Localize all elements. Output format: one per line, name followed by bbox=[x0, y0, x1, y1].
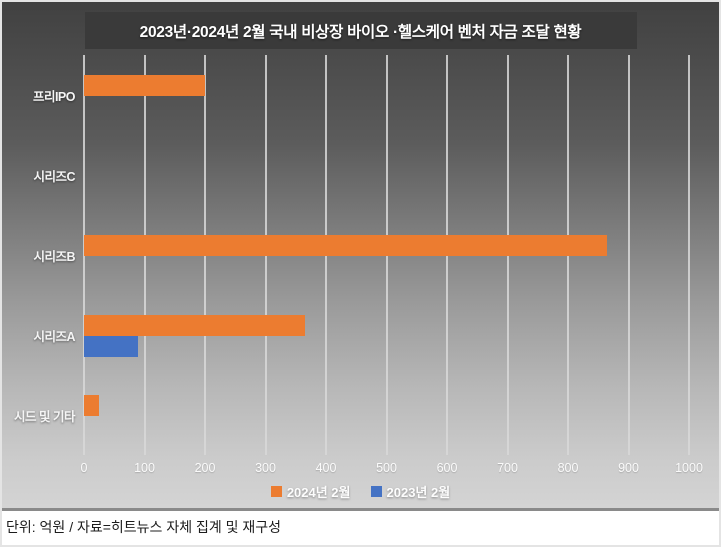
category-label: 프리IPO bbox=[32, 89, 76, 104]
plot-area: 0 100 200 300 400 500 600 700 800 900 1000 bbox=[81, 55, 715, 475]
category-label: 시리즈C bbox=[33, 169, 75, 184]
x-tick-label: 400 bbox=[315, 461, 337, 475]
legend: 2024년 2월 2023년 2월 bbox=[2, 482, 719, 501]
legend-item-2023: 2023년 2월 bbox=[370, 482, 451, 501]
x-tick-label: 900 bbox=[618, 461, 639, 475]
gridline bbox=[627, 55, 630, 455]
legend-swatch-2023-icon bbox=[370, 486, 382, 497]
bar-series-1 bbox=[84, 336, 139, 357]
legend-item-2024: 2024년 2월 bbox=[270, 482, 351, 501]
chart-container: 2023년·2024년 2월 국내 비상장 바이오 ·헬스케어 벤처 자금 조달… bbox=[2, 2, 719, 511]
category-label: 시드 및 기타 bbox=[14, 409, 75, 424]
x-tick-label: 800 bbox=[557, 461, 579, 475]
bar-series-0 bbox=[84, 315, 305, 336]
x-tick-label: 700 bbox=[497, 461, 518, 475]
x-tick-label: 0 bbox=[80, 461, 88, 475]
bar-series-0 bbox=[84, 395, 100, 416]
x-tick-label: 500 bbox=[376, 461, 397, 475]
source-note: 단위: 억원 / 자료=히트뉴스 자체 집계 및 재구성 bbox=[2, 511, 719, 543]
bar-series-0 bbox=[84, 235, 608, 256]
bar-series-0 bbox=[84, 75, 205, 96]
x-tick-label: 200 bbox=[194, 461, 216, 475]
legend-label-2023: 2023년 2월 bbox=[386, 485, 451, 500]
chart-title: 2023년·2024년 2월 국내 비상장 바이오 ·헬스케어 벤처 자금 조달… bbox=[84, 12, 637, 49]
legend-swatch-2024-icon bbox=[270, 486, 282, 497]
x-tick-label: 1000 bbox=[675, 461, 703, 475]
gridline bbox=[688, 55, 690, 455]
category-label: 시리즈B bbox=[33, 249, 75, 264]
y-axis: 프리IPO 시리즈C 시리즈B 시리즈A 시드 및 기타 bbox=[2, 55, 81, 455]
legend-label-2024: 2024년 2월 bbox=[286, 485, 351, 500]
x-tick-label: 300 bbox=[255, 461, 276, 475]
x-tick-label: 100 bbox=[134, 461, 155, 475]
category-label: 시리즈A bbox=[33, 329, 75, 344]
x-tick-label: 600 bbox=[436, 461, 458, 475]
